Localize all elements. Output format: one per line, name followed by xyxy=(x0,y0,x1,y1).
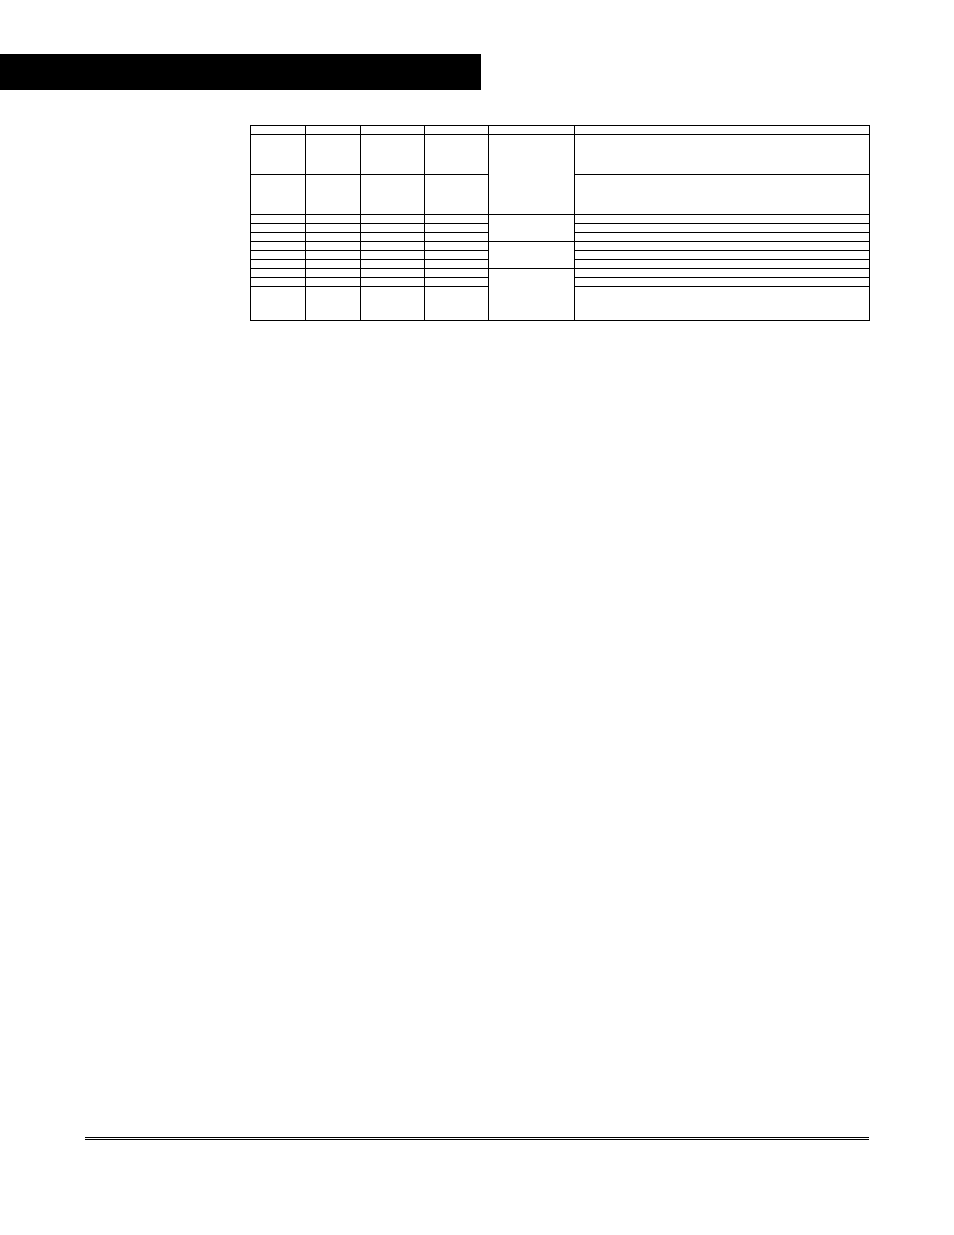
cell xyxy=(251,287,306,321)
cell xyxy=(575,215,870,224)
cell xyxy=(251,278,306,287)
cell xyxy=(575,251,870,260)
table-header-row xyxy=(251,126,870,135)
cell xyxy=(251,224,306,233)
cell-merged xyxy=(489,135,575,215)
footer-rule xyxy=(85,1137,869,1140)
cell xyxy=(425,175,489,215)
cell xyxy=(306,287,361,321)
cell xyxy=(361,233,425,242)
cell xyxy=(306,269,361,278)
cell xyxy=(251,233,306,242)
col-header xyxy=(489,126,575,135)
cell xyxy=(361,135,425,175)
pinout-table xyxy=(250,125,870,321)
cell xyxy=(306,233,361,242)
cell xyxy=(361,278,425,287)
cell xyxy=(361,215,425,224)
cell xyxy=(251,269,306,278)
col-header xyxy=(425,126,489,135)
cell xyxy=(575,233,870,242)
cell-merged xyxy=(489,269,575,321)
cell xyxy=(361,260,425,269)
cell xyxy=(251,215,306,224)
cell xyxy=(575,175,870,215)
cell xyxy=(306,260,361,269)
cell xyxy=(425,233,489,242)
cell xyxy=(425,251,489,260)
cell xyxy=(306,251,361,260)
cell xyxy=(306,135,361,175)
cell xyxy=(361,287,425,321)
cell xyxy=(575,224,870,233)
cell xyxy=(306,215,361,224)
col-header xyxy=(575,126,870,135)
cell xyxy=(251,260,306,269)
content-area xyxy=(250,125,870,321)
cell xyxy=(575,287,870,321)
cell xyxy=(361,269,425,278)
cell xyxy=(425,278,489,287)
cell xyxy=(425,215,489,224)
cell xyxy=(575,260,870,269)
table-row xyxy=(251,269,870,278)
cell xyxy=(306,242,361,251)
table-row xyxy=(251,242,870,251)
col-header xyxy=(251,126,306,135)
cell xyxy=(306,278,361,287)
table-row xyxy=(251,135,870,175)
cell xyxy=(575,135,870,175)
col-header xyxy=(361,126,425,135)
cell xyxy=(425,269,489,278)
cell xyxy=(361,242,425,251)
cell xyxy=(425,242,489,251)
cell xyxy=(425,135,489,175)
cell xyxy=(575,242,870,251)
page xyxy=(0,0,954,1235)
cell xyxy=(251,135,306,175)
cell xyxy=(306,224,361,233)
cell-merged xyxy=(489,242,575,269)
cell xyxy=(251,251,306,260)
cell xyxy=(425,224,489,233)
cell xyxy=(425,287,489,321)
section-header-bar xyxy=(0,54,481,90)
cell xyxy=(306,175,361,215)
cell xyxy=(425,260,489,269)
cell xyxy=(575,269,870,278)
cell xyxy=(575,278,870,287)
cell-merged xyxy=(489,215,575,242)
table-row xyxy=(251,215,870,224)
cell xyxy=(251,175,306,215)
cell xyxy=(251,242,306,251)
cell xyxy=(361,224,425,233)
cell xyxy=(361,251,425,260)
cell xyxy=(361,175,425,215)
col-header xyxy=(306,126,361,135)
